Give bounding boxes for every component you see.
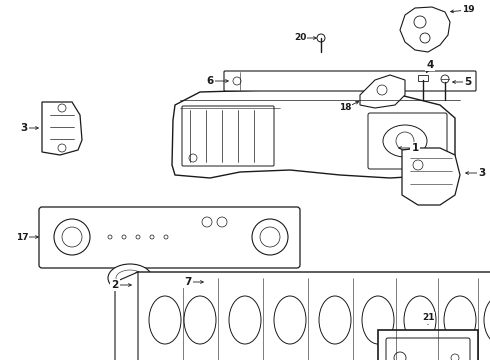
Ellipse shape xyxy=(404,296,436,344)
Circle shape xyxy=(252,219,288,255)
Polygon shape xyxy=(42,102,82,155)
FancyBboxPatch shape xyxy=(39,207,300,268)
FancyBboxPatch shape xyxy=(135,272,490,360)
Circle shape xyxy=(164,235,168,239)
Circle shape xyxy=(233,77,241,85)
Text: 3: 3 xyxy=(478,168,486,178)
Circle shape xyxy=(377,85,387,95)
Polygon shape xyxy=(402,148,460,205)
Text: 2: 2 xyxy=(111,280,119,290)
Ellipse shape xyxy=(362,296,394,344)
FancyBboxPatch shape xyxy=(182,106,274,166)
Ellipse shape xyxy=(149,296,181,344)
Circle shape xyxy=(217,217,227,227)
Circle shape xyxy=(451,354,459,360)
Polygon shape xyxy=(400,7,450,52)
Circle shape xyxy=(260,227,280,247)
Text: 19: 19 xyxy=(462,5,474,14)
Circle shape xyxy=(413,160,423,170)
Circle shape xyxy=(150,235,154,239)
Bar xyxy=(378,330,478,360)
Text: 21: 21 xyxy=(422,314,434,323)
Text: 4: 4 xyxy=(426,60,434,70)
FancyBboxPatch shape xyxy=(368,113,447,169)
Text: 5: 5 xyxy=(465,77,472,87)
Polygon shape xyxy=(115,272,138,360)
Circle shape xyxy=(62,227,82,247)
Circle shape xyxy=(396,132,414,150)
Circle shape xyxy=(414,16,426,28)
Circle shape xyxy=(108,235,112,239)
Ellipse shape xyxy=(108,264,152,292)
Text: 1: 1 xyxy=(412,143,418,153)
Circle shape xyxy=(58,144,66,152)
Text: 7: 7 xyxy=(184,277,192,287)
Text: 17: 17 xyxy=(16,233,28,242)
Ellipse shape xyxy=(229,296,261,344)
Circle shape xyxy=(58,104,66,112)
Ellipse shape xyxy=(184,296,216,344)
Circle shape xyxy=(54,219,90,255)
Text: 20: 20 xyxy=(294,33,306,42)
Circle shape xyxy=(317,34,325,42)
Text: 3: 3 xyxy=(21,123,27,133)
Text: 18: 18 xyxy=(339,104,351,112)
Ellipse shape xyxy=(484,296,490,344)
Circle shape xyxy=(202,217,212,227)
Circle shape xyxy=(394,352,406,360)
Ellipse shape xyxy=(444,296,476,344)
Ellipse shape xyxy=(319,296,351,344)
Circle shape xyxy=(189,154,197,162)
FancyBboxPatch shape xyxy=(386,338,470,360)
Ellipse shape xyxy=(383,125,427,157)
Polygon shape xyxy=(360,75,405,108)
Ellipse shape xyxy=(274,296,306,344)
FancyBboxPatch shape xyxy=(224,71,476,91)
Polygon shape xyxy=(172,88,455,178)
Circle shape xyxy=(441,75,449,83)
Circle shape xyxy=(136,235,140,239)
Bar xyxy=(418,75,428,81)
Ellipse shape xyxy=(116,270,144,286)
Circle shape xyxy=(122,235,126,239)
Circle shape xyxy=(420,33,430,43)
Text: 6: 6 xyxy=(206,76,214,86)
